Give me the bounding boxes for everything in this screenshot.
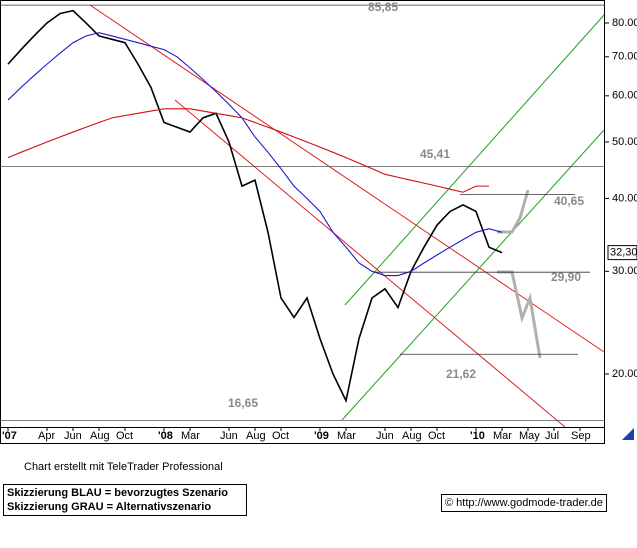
y-tick-label: 50.00 [612, 136, 637, 148]
plot-frame [0, 0, 605, 428]
legend-note: Skizzierung GRAU = Alternativszenario [7, 501, 212, 513]
x-tick-label: Apr [38, 430, 55, 442]
y-tick-label: 60.00 [612, 90, 637, 102]
level-label: 29,90 [551, 270, 581, 284]
x-tick-label: Jun [64, 430, 82, 442]
chart: 20.00 30.00 40.00 50.00 60.00 70.00 80.00 '07 Ap… [0, 0, 637, 444]
scenario-blue [497, 189, 530, 234]
y-tick-label: 80.00 [612, 17, 637, 29]
series-line [7, 32, 503, 277]
last-price-label: 32,30 [610, 247, 637, 259]
legend-note: Skizzierung BLAU = bevorzugtes Szenario [7, 487, 228, 499]
source: © http://www.godmode-trader.de [441, 494, 607, 512]
level-label: 85,85 [368, 0, 398, 14]
y-tick-label: 20.00 [612, 368, 637, 380]
x-tick-label: Oct [116, 430, 133, 442]
level-label: 16,65 [228, 396, 258, 410]
x-tick-label: Mar [337, 430, 356, 442]
x-tick-label: Sep [571, 430, 591, 442]
level-label: 40,65 [554, 194, 584, 208]
x-axis-strip [0, 427, 605, 444]
legend-notes: Skizzierung BLAU = bevorzugtes Szenario … [3, 484, 247, 516]
y-tick-label: 30.00 [612, 265, 637, 277]
x-tick-label: Aug [402, 430, 422, 442]
x-tick-label: '07 [2, 430, 17, 442]
x-tick-label: '10 [470, 430, 485, 442]
x-tick-label: Mar [493, 430, 512, 442]
last-price-box [607, 245, 637, 261]
y-tick-label: 40.00 [612, 192, 637, 204]
x-tick-label: Jun [220, 430, 238, 442]
y-tick-label: 70.00 [612, 51, 637, 63]
channel-line [341, 129, 605, 421]
x-tick-label: '09 [314, 430, 329, 442]
x-tick-label: Jun [376, 430, 394, 442]
x-tick-label: Aug [246, 430, 266, 442]
credit: Chart erstellt mit TeleTrader Profession… [24, 461, 223, 473]
level-label: 45,41 [420, 147, 450, 161]
channel-line [344, 14, 605, 306]
x-tick-label: Oct [428, 430, 445, 442]
series-line [7, 9, 503, 404]
x-tick-label: Oct [272, 430, 289, 442]
x-tick-label: May [519, 430, 540, 442]
x-tick-label: Aug [90, 430, 110, 442]
series-line [7, 108, 489, 193]
icon [622, 428, 634, 440]
x-tick-label: '08 [158, 430, 173, 442]
level-label: 21,62 [446, 367, 476, 381]
trend-line [174, 99, 566, 428]
x-tick-label: Mar [181, 430, 200, 442]
x-tick-label: Jul [545, 430, 559, 442]
